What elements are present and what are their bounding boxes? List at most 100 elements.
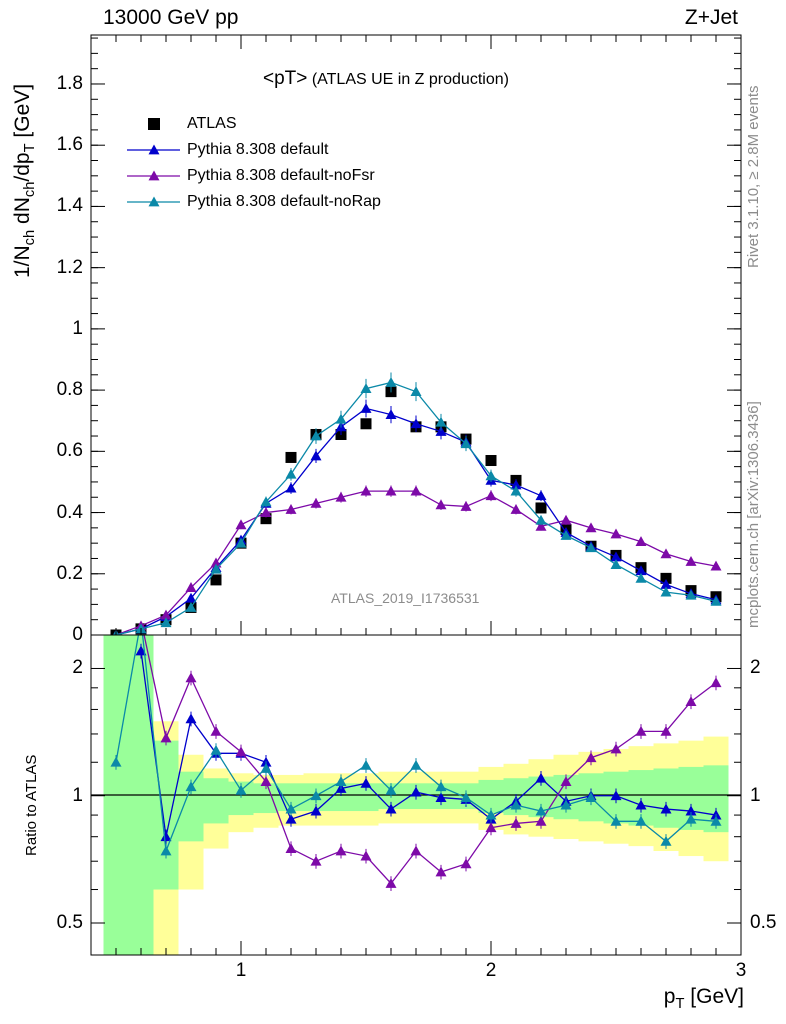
ratio-data-point	[135, 645, 147, 656]
x-tick-label: 1	[235, 960, 247, 981]
main-y-tick-label: 1	[72, 317, 83, 339]
main-y-tick-label: 1.6	[56, 134, 83, 156]
band-stat	[478, 779, 504, 814]
mc-data-point	[710, 595, 722, 606]
ratio-data-point	[510, 799, 522, 810]
ratio-data-point	[510, 817, 522, 828]
mc-data-point	[510, 479, 522, 490]
mc-data-point	[635, 572, 647, 583]
ratio-y-tick-label-right: 1	[750, 784, 761, 806]
ratio-data-point	[110, 756, 122, 767]
mc-data-point	[385, 376, 397, 387]
axis-ticks	[90, 35, 742, 955]
atlas-data-point	[210, 574, 222, 586]
legend-marker-square	[148, 118, 160, 130]
legend-markers	[127, 118, 180, 207]
ratio-data-point	[560, 776, 572, 787]
band-stat	[153, 740, 179, 890]
ratio-y-tick-label-right: 2	[750, 657, 761, 679]
ratio-data-point	[260, 762, 272, 773]
atlas-data-point	[660, 572, 672, 584]
mc-data-point	[610, 551, 622, 562]
ratio-series-line	[143, 635, 717, 885]
ratio-data-point	[210, 744, 222, 755]
ratio-data-point	[160, 732, 172, 743]
mc-data-point	[435, 416, 447, 427]
mc-data-point	[710, 560, 722, 571]
ratio-data-point	[560, 799, 572, 810]
main-panel-series	[110, 372, 722, 635]
ratio-y-tick-label-right: 0.5	[750, 911, 777, 933]
mc-data-point	[510, 503, 522, 514]
ratio-panel-series	[110, 635, 722, 891]
mc-data-point	[685, 556, 697, 566]
mc-data-point	[160, 617, 172, 628]
rivet-version-label: Rivet 3.1.10, ≥ 2.8M events	[745, 85, 762, 269]
mc-data-point	[260, 496, 272, 507]
ratio-y-axis-label: Ratio to ATLAS	[23, 754, 40, 856]
mc-data-point	[310, 450, 322, 461]
mc-data-point	[310, 430, 322, 441]
ratio-y-tick-label: 0.5	[56, 911, 83, 933]
ratio-y-tick-label: 1	[72, 784, 83, 806]
mc-data-point	[235, 537, 247, 548]
ratio-data-point	[360, 777, 372, 788]
legend-marker-triangle	[148, 170, 160, 181]
atlas-data-point	[535, 502, 547, 514]
main-y-tick-label: 0	[72, 624, 83, 645]
ratio-data-point	[635, 799, 647, 810]
main-y-tick-label: 1.2	[56, 256, 83, 278]
main-y-tick-label: 0.6	[56, 440, 83, 462]
ratio-data-point	[385, 803, 397, 814]
mc-data-point	[460, 438, 472, 449]
atlas-data-point	[360, 418, 372, 430]
ratio-data-point	[435, 866, 447, 877]
ratio-data-point	[460, 858, 472, 869]
plot-title-main: <pT>	[263, 68, 308, 89]
ratio-data-point	[435, 781, 447, 792]
mc-data-point	[210, 563, 222, 574]
mc-data-point	[360, 402, 372, 413]
ratio-data-point	[610, 743, 622, 754]
main-y-tick-label: 0.2	[56, 562, 83, 584]
ratio-data-point	[460, 792, 472, 802]
process-label: Z+Jet	[684, 6, 738, 29]
x-axis-label: pT [GeV]	[664, 985, 744, 1012]
mc-data-point	[435, 499, 447, 510]
ratio-data-point	[635, 815, 647, 826]
mc-data-point	[285, 503, 297, 514]
ratio-data-point	[285, 813, 297, 824]
mc-data-point	[610, 559, 622, 569]
mcplots-label: mcplots.cern.ch [arXiv:1306.3436]	[745, 401, 762, 628]
ratio-data-point	[285, 843, 297, 853]
mc-data-point	[585, 522, 597, 533]
band-stat	[653, 768, 679, 828]
mc-data-point	[485, 490, 497, 501]
mc-data-point	[560, 514, 572, 525]
mc-data-point	[285, 482, 297, 493]
mc-data-point	[185, 592, 197, 603]
mc-data-point	[585, 542, 597, 553]
ratio-data-point	[610, 815, 622, 826]
mc-data-point	[160, 609, 172, 620]
ratio-data-point	[485, 809, 497, 820]
plot-title-sub: (ATLAS UE in Z production)	[311, 71, 509, 88]
mc-data-point	[510, 485, 522, 496]
ratio-data-point	[610, 790, 622, 801]
ratio-series-line	[140, 650, 717, 837]
ratio-data-point	[310, 790, 322, 801]
atlas-data-point	[285, 451, 297, 463]
mc-data-point	[360, 485, 372, 496]
ratio-data-point	[185, 781, 197, 792]
ratio-data-point	[160, 845, 172, 856]
mc-data-point	[385, 485, 397, 496]
ratio-data-point	[385, 784, 397, 795]
mc-data-point	[385, 409, 397, 419]
ratio-data-point	[260, 776, 272, 787]
ratio-data-point	[335, 776, 347, 787]
mc-data-point	[635, 536, 647, 547]
ratio-data-point	[710, 815, 722, 826]
main-y-axis-label-text: 1/Nch dNch/dpT [GeV]	[11, 83, 39, 278]
ratio-data-point	[685, 696, 697, 706]
